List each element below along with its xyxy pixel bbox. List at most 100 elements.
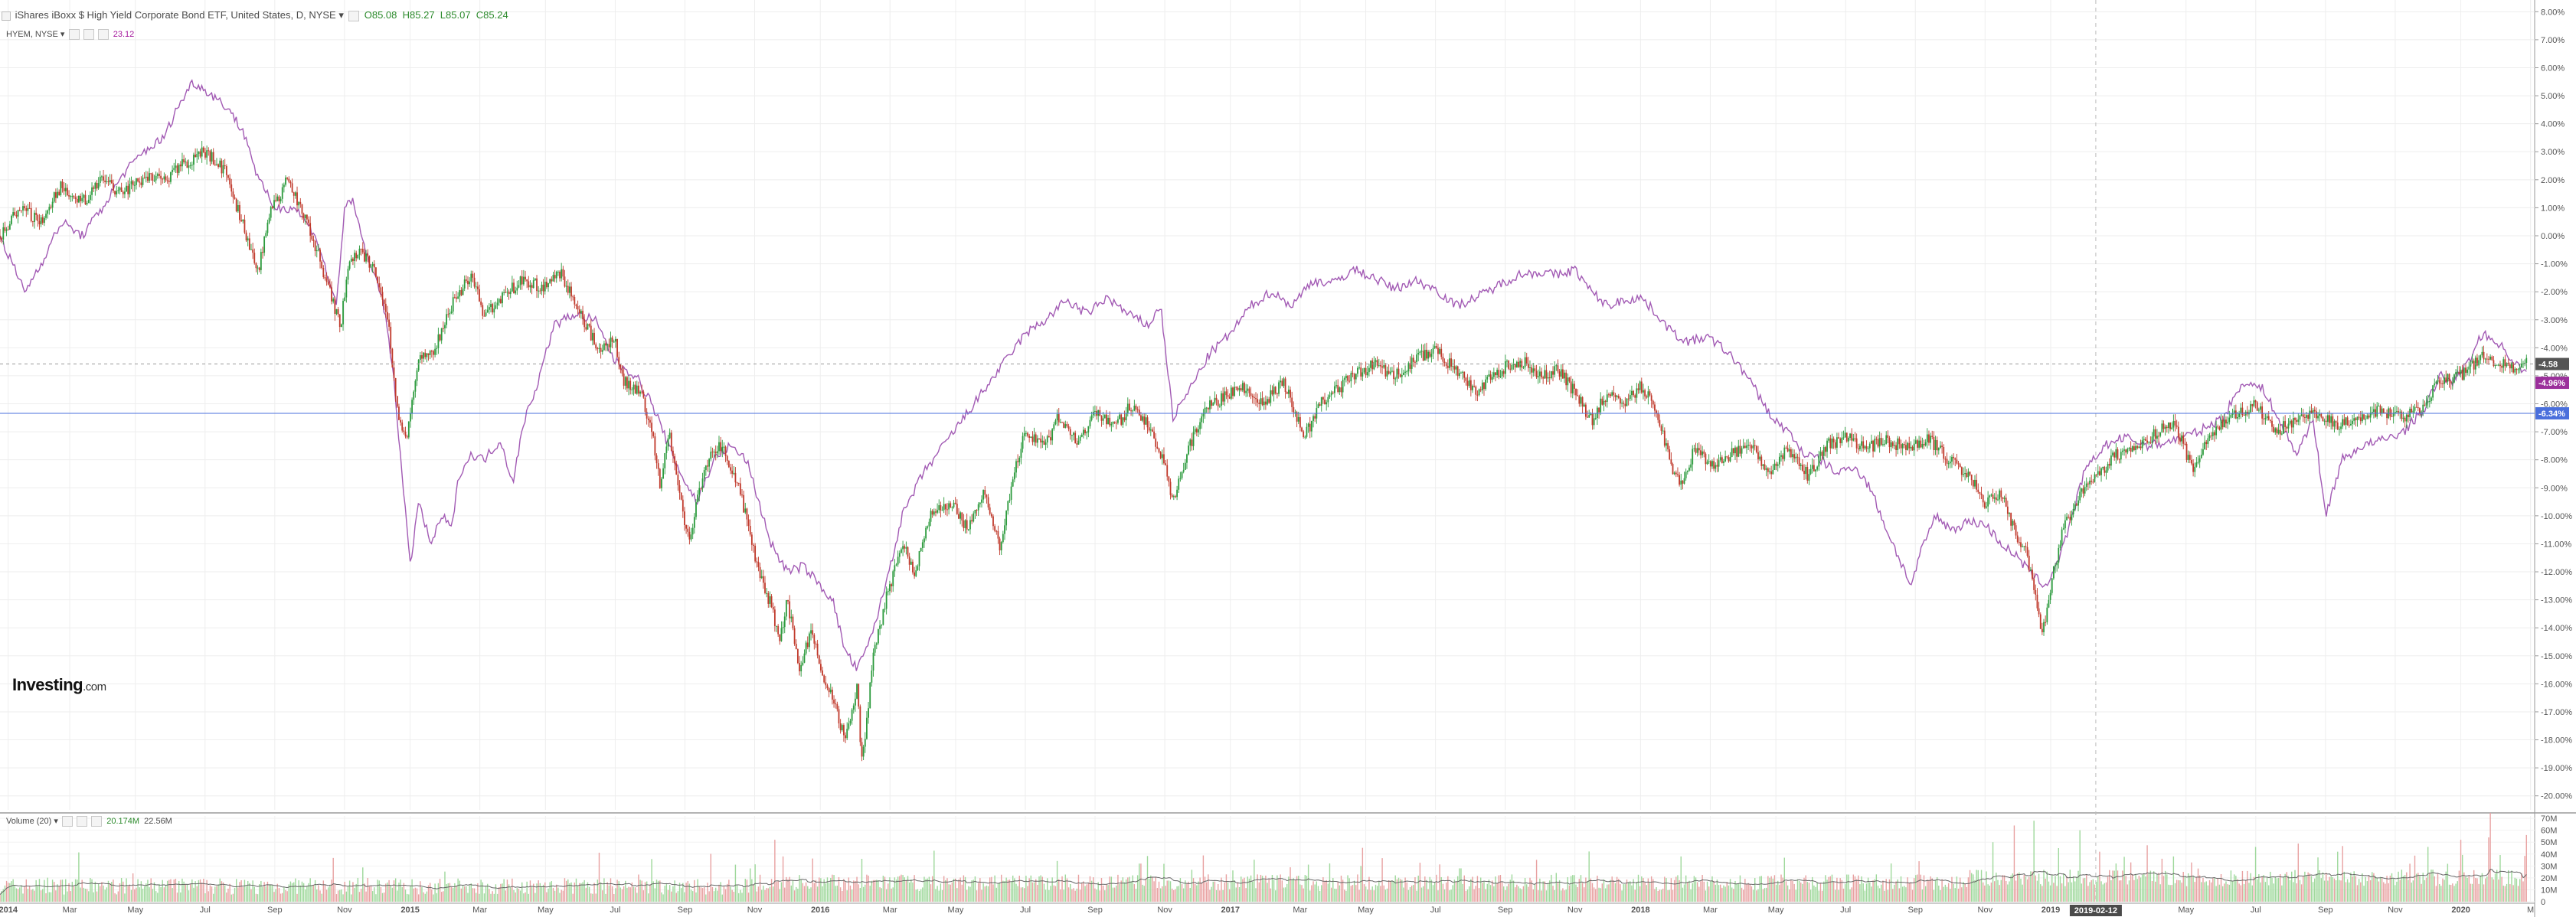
volume-bar — [1466, 889, 1469, 902]
candle-body — [99, 176, 101, 184]
volume-bar — [132, 873, 134, 902]
candle-body — [2045, 622, 2047, 623]
candle-body — [590, 325, 592, 341]
volume-bar — [1928, 879, 1930, 902]
candle-body — [186, 162, 188, 168]
volume-bar — [2486, 876, 2488, 902]
candle-body — [1205, 407, 1208, 409]
candle-body — [1698, 448, 1700, 451]
candle-body — [799, 663, 800, 672]
volume-bar — [2524, 856, 2525, 902]
candle-body — [862, 746, 865, 757]
candle-body — [895, 564, 897, 566]
y-tick-label: -15.00% — [2541, 652, 2572, 661]
candle-body — [603, 343, 605, 351]
volume-bar — [253, 886, 255, 902]
volume-bar — [2332, 876, 2334, 902]
volume-bar — [1898, 888, 1901, 902]
symbol-title[interactable]: iShares iBoxx $ High Yield Corporate Bon… — [15, 9, 336, 21]
candle-body — [2373, 409, 2375, 413]
candle-body — [1865, 446, 1868, 449]
volume-bar — [1805, 875, 1806, 902]
candle-body — [2279, 429, 2281, 435]
candle-body — [649, 419, 651, 423]
candle-body — [944, 504, 946, 510]
volume-bar — [2493, 879, 2495, 902]
candle-body — [714, 452, 717, 454]
candle-body — [532, 280, 534, 289]
candle-body — [1920, 440, 1922, 448]
x-tick-label: 2016 — [811, 906, 829, 915]
volume-bar — [2273, 883, 2274, 902]
volume-ma-line — [0, 869, 2527, 896]
candle-body — [403, 430, 405, 432]
volume-bar — [954, 878, 956, 902]
collapse-toggle[interactable] — [2, 11, 11, 21]
candle-body — [770, 596, 773, 607]
volume-bar — [1562, 888, 1564, 902]
candle-body — [1140, 415, 1142, 421]
volume-bar — [2460, 840, 2462, 902]
volume-bar — [477, 883, 479, 902]
volume-bar — [500, 883, 502, 902]
candle-body — [710, 452, 712, 459]
volume-bar — [1301, 885, 1303, 902]
candle-body — [2062, 528, 2064, 530]
volume-bar — [1083, 881, 1084, 902]
volume-bar — [999, 882, 1001, 902]
candle-body — [724, 446, 727, 456]
candle-body — [1419, 351, 1421, 354]
chevron-down-icon[interactable]: ▾ — [60, 30, 65, 39]
eye-toggle-button[interactable] — [61, 816, 73, 827]
candle-body — [1007, 501, 1009, 511]
candle-body — [984, 489, 986, 495]
volume-bar — [1938, 885, 1940, 902]
volume-bar — [472, 888, 474, 902]
candle-body — [1580, 396, 1582, 404]
volume-bar — [2066, 876, 2068, 902]
volume-bar — [2427, 847, 2429, 902]
candle-body — [1058, 414, 1060, 423]
candle-body — [1079, 436, 1081, 441]
volume-bar — [358, 892, 361, 902]
volume-bar — [209, 885, 211, 902]
candle-body — [610, 337, 612, 348]
volume-bar — [2215, 886, 2217, 902]
candle-body — [1005, 511, 1008, 526]
volume-bar — [1908, 883, 1910, 902]
volume-bar — [1163, 863, 1165, 902]
candle-body — [96, 182, 98, 189]
x-tick-label: Mar — [63, 906, 77, 915]
settings-button[interactable] — [348, 10, 359, 21]
volume-bar — [273, 892, 275, 902]
volume-bar — [2087, 886, 2089, 902]
eye-toggle-button[interactable] — [68, 29, 80, 41]
volume-bar — [1782, 877, 1783, 902]
volume-bar — [2159, 884, 2161, 902]
volume-bar — [286, 891, 288, 902]
candle-body — [1659, 419, 1661, 426]
remove-button[interactable] — [97, 29, 109, 41]
candle-body — [1089, 419, 1091, 426]
candle-body — [977, 504, 979, 511]
volume-bar — [979, 878, 981, 902]
remove-button[interactable] — [91, 816, 103, 827]
candle-body — [1281, 380, 1283, 387]
candle-body — [505, 292, 507, 293]
chevron-down-icon[interactable]: ▾ — [54, 817, 58, 826]
volume-bar — [2442, 878, 2444, 902]
candle-body — [675, 463, 678, 475]
volume-label[interactable]: Volume (20) — [6, 817, 52, 826]
settings-button[interactable] — [77, 816, 88, 827]
compare-symbol[interactable]: HYEM, NYSE — [6, 30, 58, 39]
chevron-down-icon[interactable]: ▾ — [338, 9, 344, 21]
volume-bar — [2202, 877, 2204, 902]
settings-button[interactable] — [83, 29, 94, 41]
volume-bar — [1107, 885, 1109, 902]
candle-body — [2200, 454, 2202, 459]
candle-body — [704, 465, 707, 471]
candle-body — [406, 436, 408, 438]
volume-bar — [2268, 885, 2270, 902]
volume-bar — [615, 888, 616, 902]
